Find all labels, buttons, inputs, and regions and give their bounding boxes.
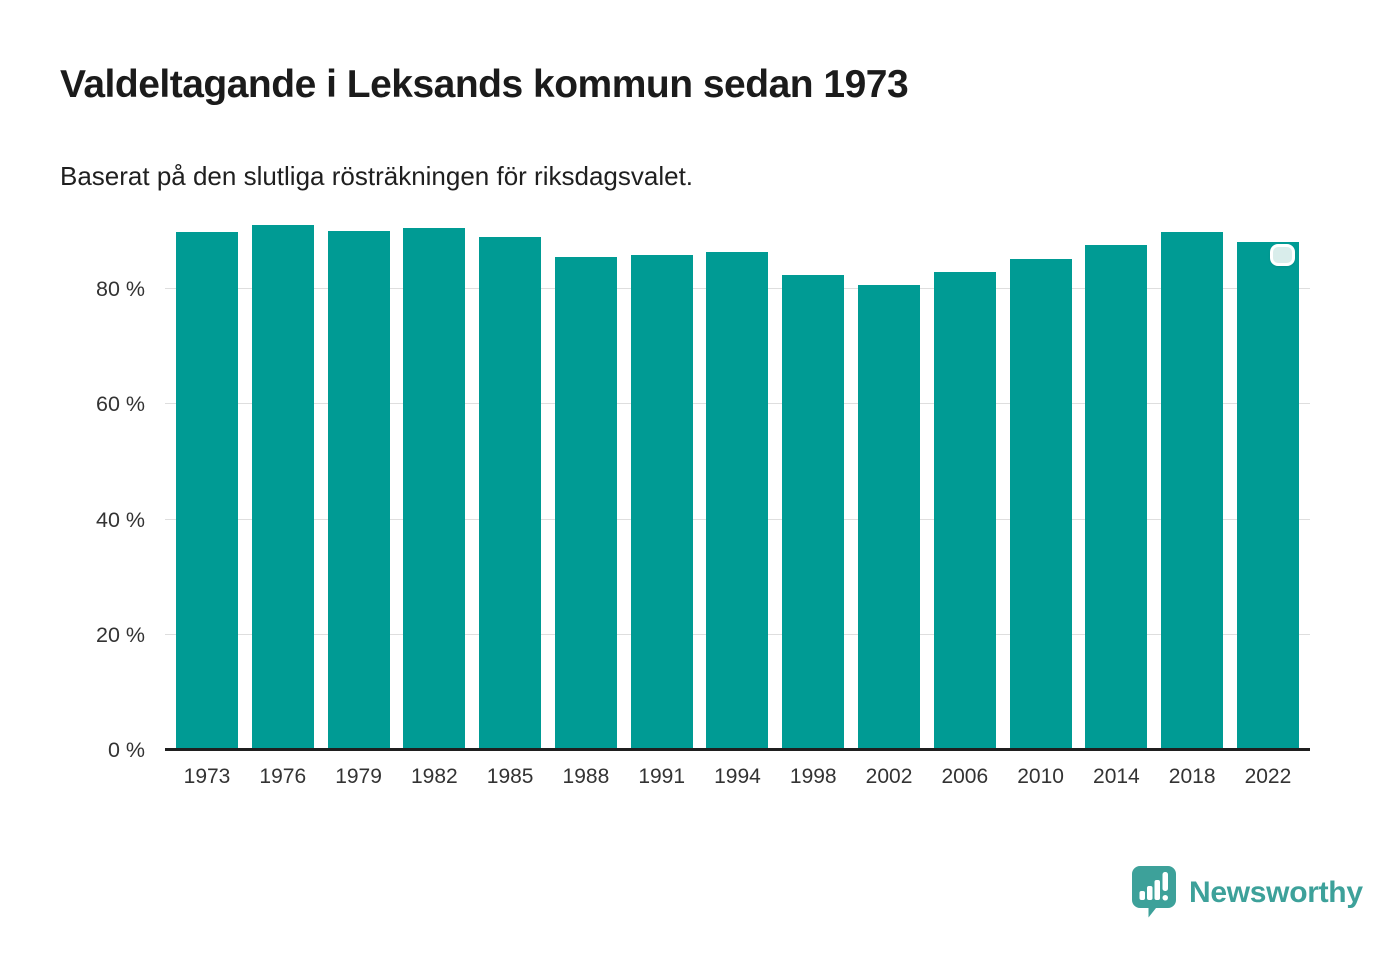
x-axis-label-1982: 1982 <box>410 765 458 788</box>
bar-chart-plot-area: 1973 1976 1979 1982 1985 1988 1991 1994 1998 2002… <box>165 220 1310 788</box>
bar-1988 <box>554 257 617 750</box>
bar-cell-1982: 1982 <box>403 220 466 788</box>
bar-2006 <box>933 271 996 750</box>
bar-1998 <box>782 275 845 750</box>
bar-cell-2006: 2006 <box>933 220 996 788</box>
x-axis-label-1985: 1985 <box>486 765 534 788</box>
bar-2014 <box>1085 244 1148 750</box>
bar-2018 <box>1161 232 1224 750</box>
bar-cell-2010: 2010 <box>1009 220 1072 788</box>
x-axis-label-2002: 2002 <box>865 765 913 788</box>
x-axis-label-2010: 2010 <box>1017 765 1064 788</box>
newsworthy-brand-text: Newsworthy <box>1189 875 1363 909</box>
bar-2022 <box>1236 242 1299 750</box>
bar-1976 <box>251 224 314 750</box>
y-axis-label-0: 0 % <box>107 738 145 762</box>
bar-cell-1991: 1991 <box>630 220 693 788</box>
bars-container: 1973 1976 1979 1982 1985 1988 1991 1994 1998 2002… <box>176 220 1299 788</box>
y-axis-label-40: 40 % <box>95 507 145 532</box>
bar-cell-1973: 1973 <box>176 220 238 788</box>
bar-1991 <box>630 255 693 750</box>
bar-cell-1988: 1988 <box>554 220 617 788</box>
x-axis-label-2022: 2022 <box>1244 765 1292 788</box>
x-axis-label-2006: 2006 <box>941 765 989 788</box>
bar-cell-1976: 1976 <box>251 220 314 788</box>
x-axis-label-1976: 1976 <box>259 765 307 788</box>
bar-1979 <box>327 230 390 750</box>
x-axis-label-1988: 1988 <box>562 765 610 788</box>
newsworthy-logo[interactable]: Newsworthy <box>1130 864 1363 921</box>
x-axis-label-1994: 1994 <box>714 765 761 788</box>
x-axis-label-2018: 2018 <box>1168 765 1216 788</box>
x-axis-label-1973: 1973 <box>183 765 231 788</box>
x-axis-label-1979: 1979 <box>335 765 382 788</box>
bar-2002 <box>858 285 921 750</box>
page-subtitle: Baserat på den slutliga rösträkningen fö… <box>60 161 694 191</box>
bar-1994 <box>706 251 769 750</box>
newsworthy-speech-bubble-chart-icon <box>1132 866 1176 918</box>
y-axis: 0 % 20 % 40 % 60 % 80 % <box>0 220 145 762</box>
bar-cell-1994: 1994 <box>706 220 769 788</box>
bar-cell-2022: 2022 <box>1236 220 1299 788</box>
x-axis-label-1991: 1991 <box>638 765 686 788</box>
bar-cell-1998: 1998 <box>782 220 845 788</box>
bar-cell-1979: 1979 <box>327 220 390 788</box>
bar-2010 <box>1009 258 1072 750</box>
page-title: Valdeltagande i Leksands kommun sedan 19… <box>60 63 909 106</box>
latest-bar-highlight-marker <box>1269 244 1295 267</box>
y-axis-label-20: 20 % <box>95 622 145 647</box>
y-axis-label-60: 60 % <box>95 392 145 417</box>
y-axis-label-80: 80 % <box>95 277 145 302</box>
bar-cell-2018: 2018 <box>1161 220 1224 788</box>
x-axis-line <box>165 748 1310 751</box>
bar-cell-2002: 2002 <box>858 220 921 788</box>
bar-cell-1985: 1985 <box>479 220 542 788</box>
x-axis-label-1998: 1998 <box>789 765 837 788</box>
bar-1985 <box>479 236 542 750</box>
bar-1973 <box>176 232 238 750</box>
bar-cell-2014: 2014 <box>1085 220 1148 788</box>
bar-1982 <box>403 228 466 750</box>
x-axis-label-2014: 2014 <box>1093 765 1140 788</box>
